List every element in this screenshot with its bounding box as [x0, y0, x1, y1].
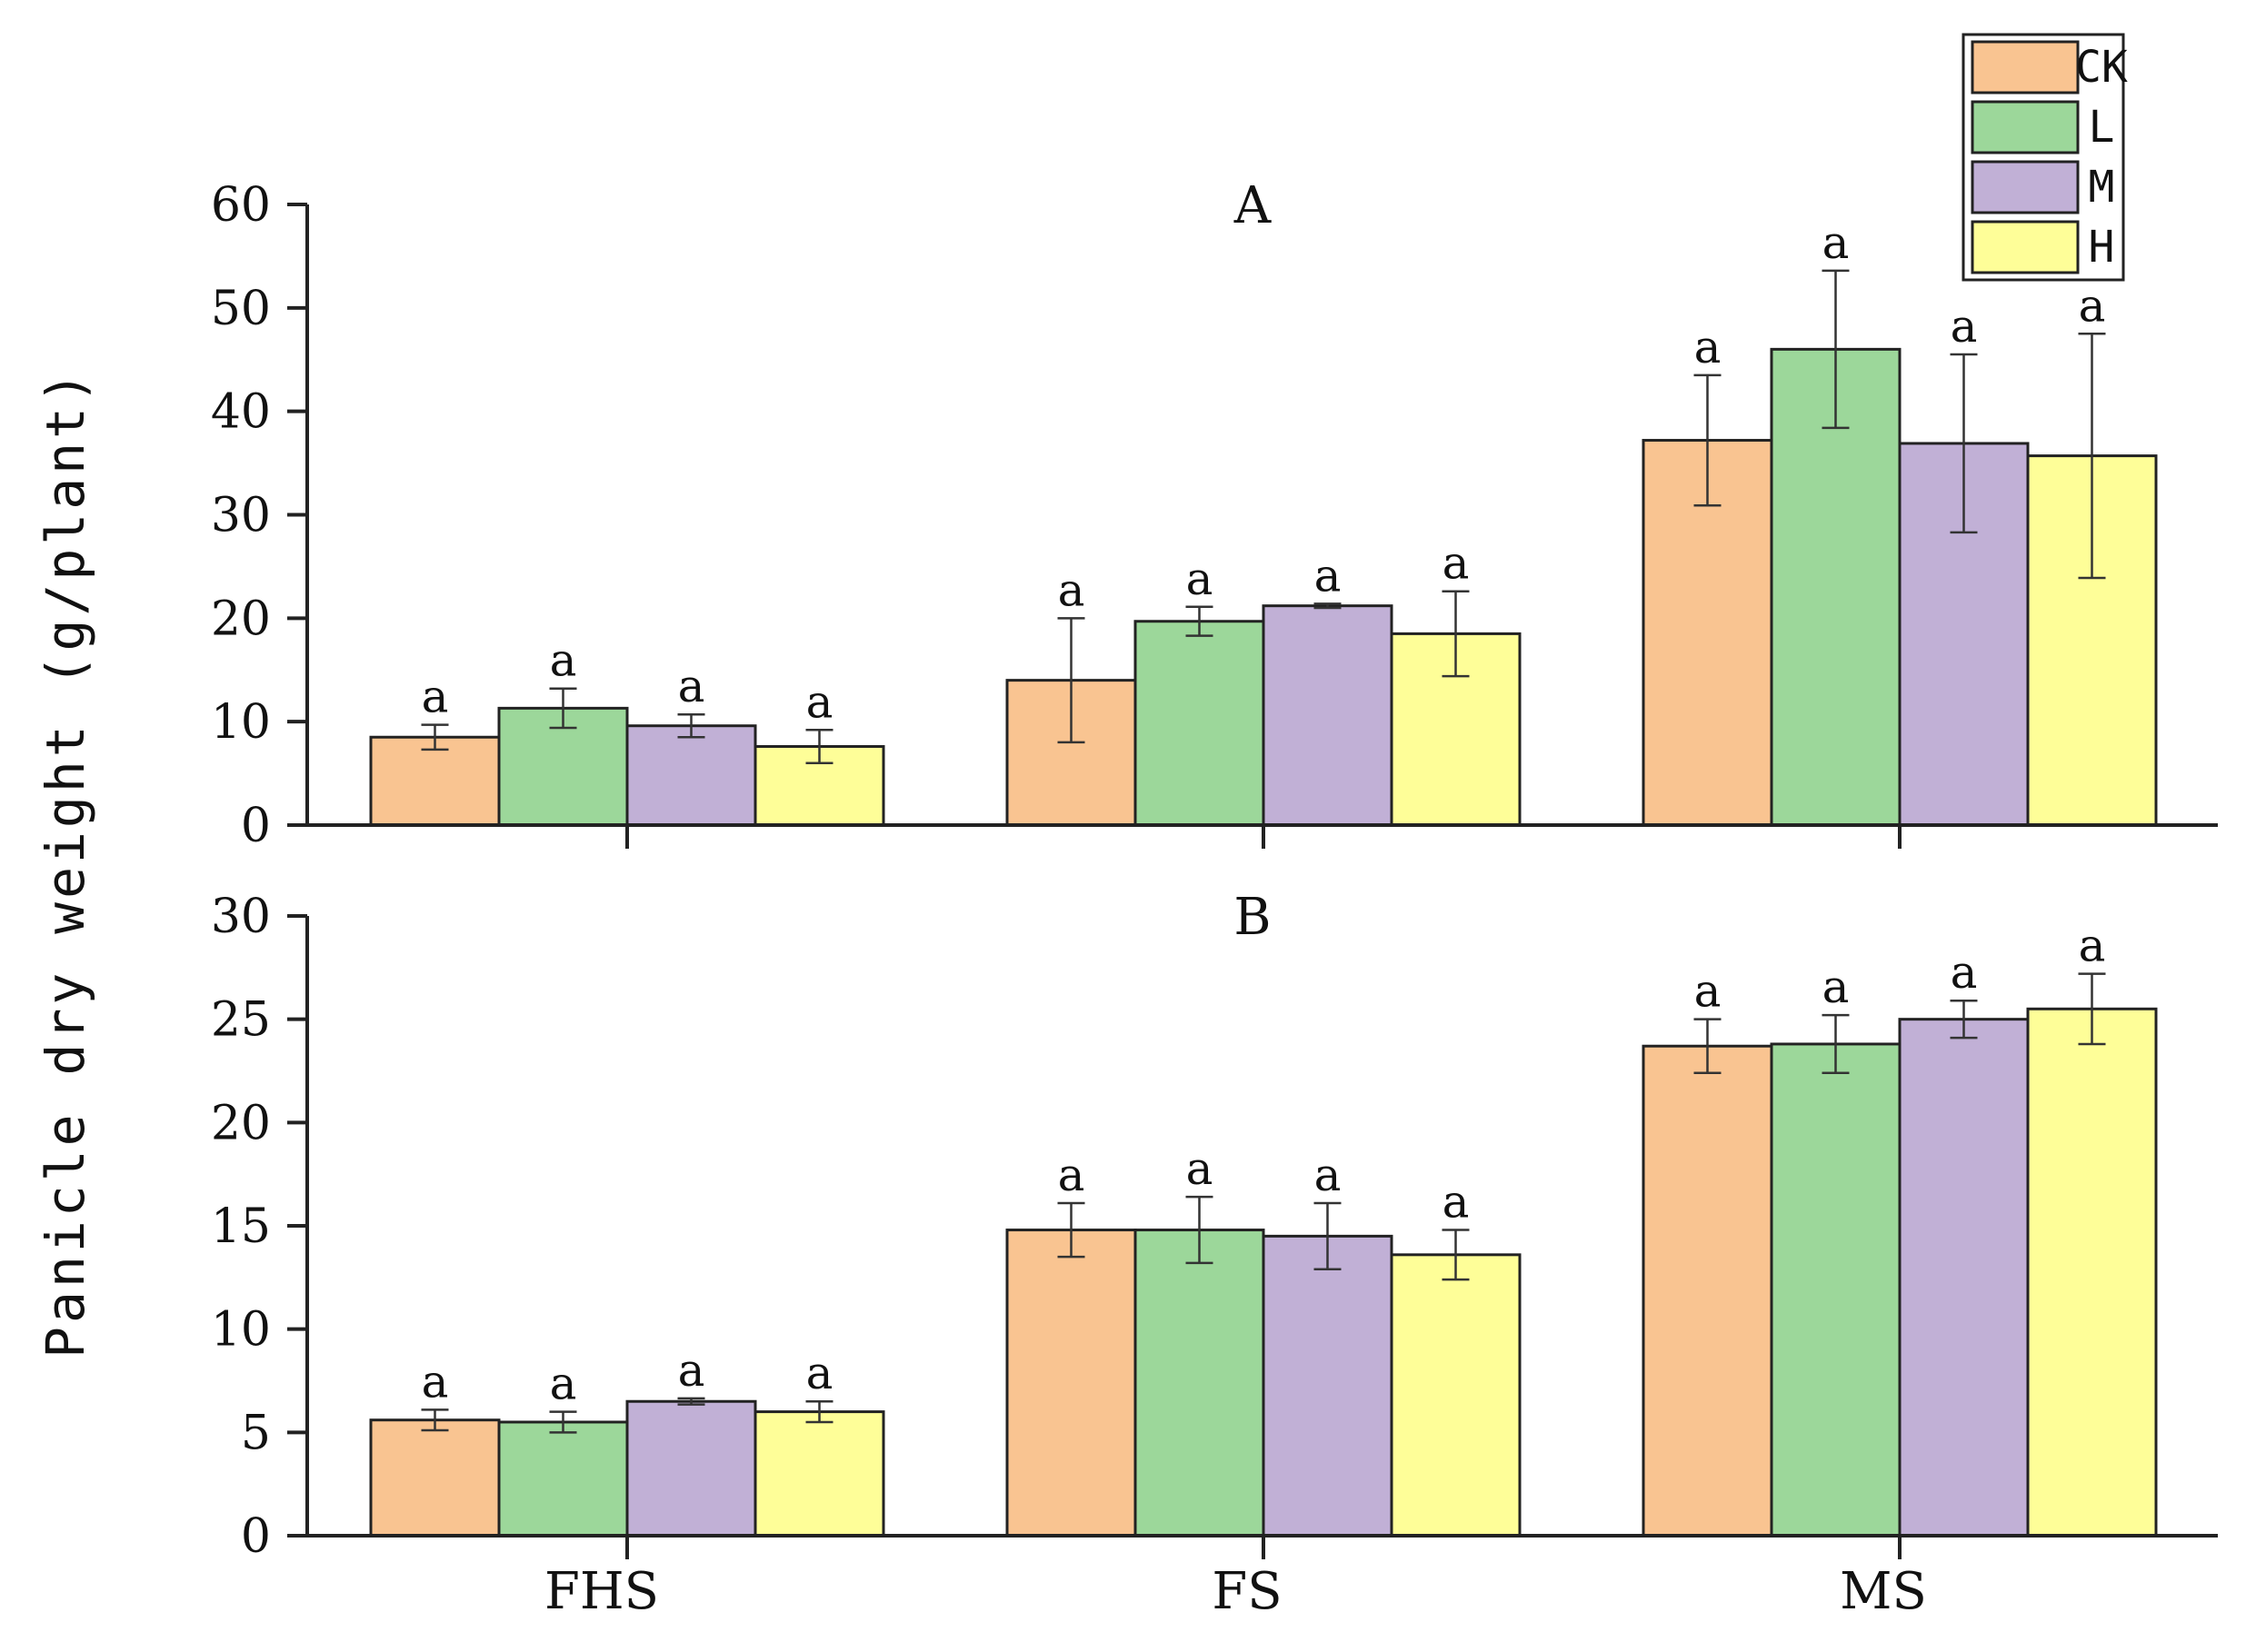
bar-ck-fs [1005, 1229, 1137, 1538]
error-bar [2078, 972, 2106, 1046]
error-bar [1693, 1018, 1722, 1075]
bar-l-ms [1770, 1042, 1902, 1538]
significance-label: a [1186, 552, 1213, 605]
significance-label: a [678, 1344, 705, 1397]
legend-label-l: L [2089, 102, 2115, 153]
significance-label: a [1058, 1149, 1085, 1201]
plot-area: A 0 10 20 30 40 50 60 a a a a a a a a a a a a B 0 5 10 15 20 25 30 a… [211, 176, 2218, 1621]
error-bar [1442, 1229, 1470, 1281]
legend-label-ck: CK [2075, 42, 2128, 93]
bar-m-fs [1262, 604, 1393, 827]
error-bar [1057, 1201, 1085, 1259]
legend-swatch-h [1971, 220, 2080, 274]
significance-label: a [550, 1358, 577, 1410]
significance-label: a [1694, 965, 1722, 1018]
bar-l-fs [1133, 620, 1265, 827]
y-tick-label: 40 [211, 385, 271, 440]
bar-m-fhs [625, 724, 757, 827]
significance-label: a [1186, 1142, 1213, 1195]
error-bar [1950, 353, 1978, 534]
significance-label: a [1694, 321, 1722, 373]
error-bar [421, 1408, 449, 1432]
legend-label-m: M [2089, 162, 2115, 213]
significance-label: a [2079, 279, 2106, 332]
bar-h-fs [1390, 1253, 1522, 1538]
error-bar [1822, 1013, 1850, 1075]
error-bar [1313, 602, 1342, 610]
y-tick-label: 0 [241, 1509, 271, 1564]
error-bar [549, 1410, 577, 1434]
error-bar [805, 1399, 834, 1424]
error-bar [1693, 373, 1722, 507]
error-bar [1442, 590, 1470, 678]
y-axis-label: Panicle dry weight (g/plant) [35, 368, 96, 1358]
error-bar [805, 729, 834, 764]
legend-swatch-m [1971, 160, 2080, 214]
bar-m-fhs [625, 1399, 757, 1538]
error-bar [549, 687, 577, 730]
significance-label: a [1442, 1176, 1470, 1229]
y-tick-label: 30 [211, 489, 271, 543]
significance-label: a [678, 660, 705, 712]
x-tick-label-fs: FS [1212, 1562, 1282, 1621]
error-bar [1185, 605, 1213, 637]
significance-label: a [550, 634, 577, 687]
bar-ck-fhs [369, 735, 501, 827]
error-bar [421, 723, 449, 751]
error-bar [1950, 999, 1978, 1040]
significance-label: a [1951, 946, 1978, 999]
y-tick-label: 0 [241, 799, 271, 853]
y-tick-label: 25 [211, 993, 271, 1048]
y-tick-label: 60 [211, 178, 271, 233]
bar-m-ms [1898, 1018, 2030, 1538]
bar-m-fs [1262, 1234, 1393, 1538]
legend-swatch-ck [1971, 40, 2080, 95]
bar-ck-ms [1642, 1044, 1773, 1538]
error-bar [677, 1397, 705, 1406]
error-bar [1057, 617, 1085, 744]
significance-label: a [2079, 920, 2106, 972]
y-tick-label: 20 [211, 592, 271, 646]
y-tick-label: 30 [211, 890, 271, 944]
error-bar [1185, 1195, 1213, 1265]
bar-l-ms [1770, 347, 1902, 827]
x-tick-label-fhs: FHS [544, 1562, 659, 1621]
y-tick-label: 5 [241, 1406, 271, 1460]
legend-swatch-l [1971, 100, 2080, 154]
bar-l-fhs [497, 1420, 629, 1538]
significance-label: a [806, 675, 834, 728]
bar-l-fs [1133, 1229, 1265, 1538]
panel-label: A [1233, 176, 1272, 235]
y-tick-label: 10 [211, 1303, 271, 1358]
significance-label: a [1951, 300, 1978, 353]
legend-label-h: H [2089, 222, 2115, 273]
significance-label: a [1822, 960, 1850, 1013]
significance-label: a [422, 671, 449, 723]
significance-label: a [1314, 549, 1342, 602]
bar-h-fhs [754, 1410, 885, 1538]
significance-label: a [806, 1347, 834, 1399]
bar-h-ms [2026, 1007, 2158, 1538]
y-tick-label: 50 [211, 282, 271, 336]
panel-label: B [1233, 888, 1271, 947]
legend: CK LMH [1962, 33, 2128, 282]
significance-label: a [1822, 216, 1850, 269]
bar-ck-fhs [369, 1418, 501, 1538]
y-tick-label: 20 [211, 1096, 271, 1150]
significance-label: a [1442, 537, 1470, 590]
panel-b: B 0 5 10 15 20 25 30 a a a a a a a a a a a a [211, 888, 2218, 1564]
x-tick-label-ms: MS [1840, 1562, 1927, 1621]
significance-label: a [1314, 1149, 1342, 1201]
panel-a: A 0 10 20 30 40 50 60 a a a a a a a a a a a a [211, 176, 2218, 853]
error-bar [1822, 269, 1850, 430]
significance-label: a [1058, 563, 1085, 616]
error-bar [2078, 333, 2106, 580]
significance-label: a [422, 1355, 449, 1408]
y-tick-label: 10 [211, 695, 271, 750]
error-bar [677, 712, 705, 739]
error-bar [1313, 1201, 1342, 1270]
y-tick-label: 15 [211, 1199, 271, 1254]
